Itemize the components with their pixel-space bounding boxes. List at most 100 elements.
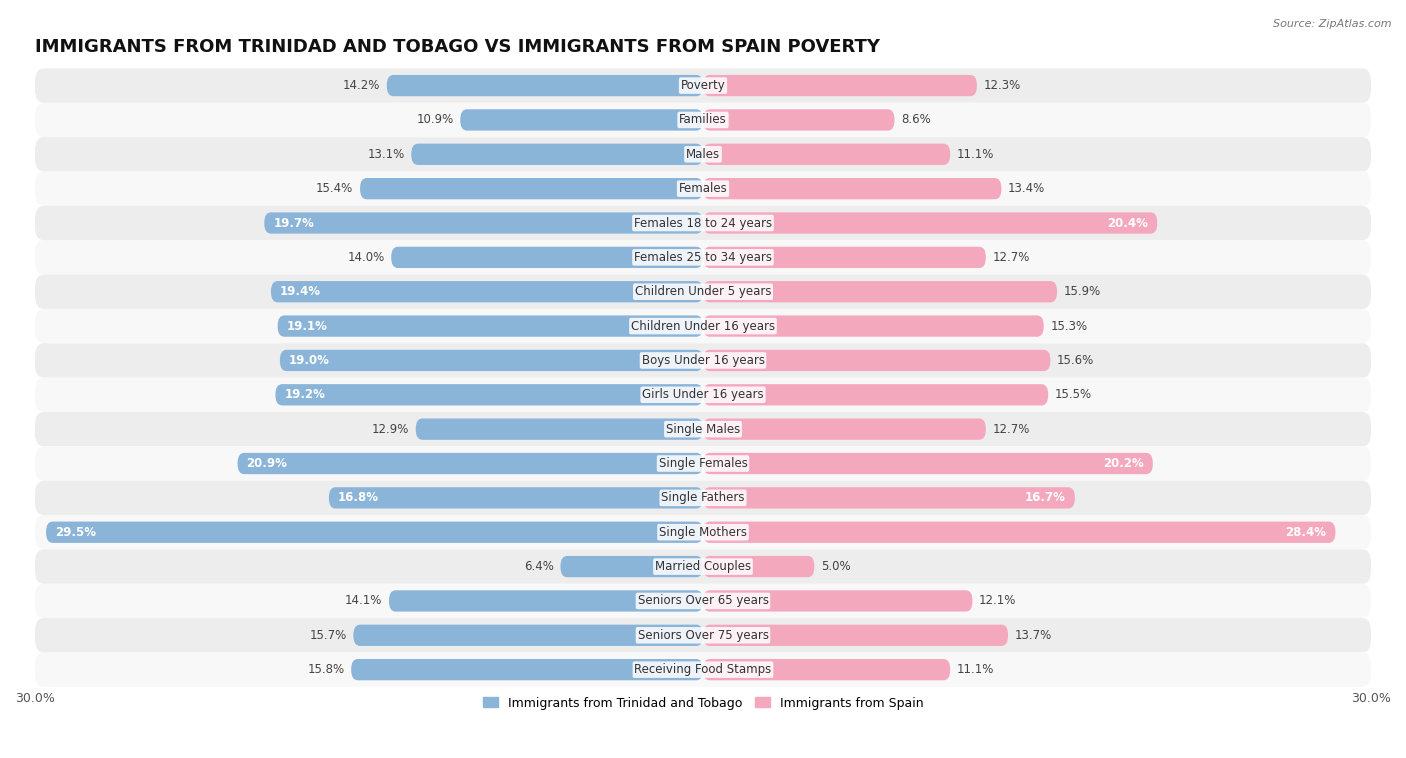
FancyBboxPatch shape <box>238 453 703 475</box>
Text: Girls Under 16 years: Girls Under 16 years <box>643 388 763 401</box>
FancyBboxPatch shape <box>460 109 703 130</box>
FancyBboxPatch shape <box>277 315 703 337</box>
Text: 16.8%: 16.8% <box>337 491 378 504</box>
FancyBboxPatch shape <box>703 178 1001 199</box>
Text: Families: Families <box>679 114 727 127</box>
Text: 13.7%: 13.7% <box>1015 629 1052 642</box>
Text: 15.5%: 15.5% <box>1054 388 1092 401</box>
FancyBboxPatch shape <box>46 522 703 543</box>
Text: Males: Males <box>686 148 720 161</box>
Text: 14.1%: 14.1% <box>344 594 382 607</box>
Text: 10.9%: 10.9% <box>416 114 454 127</box>
FancyBboxPatch shape <box>703 315 1043 337</box>
Text: 15.7%: 15.7% <box>309 629 347 642</box>
Text: Children Under 16 years: Children Under 16 years <box>631 320 775 333</box>
Text: Seniors Over 65 years: Seniors Over 65 years <box>637 594 769 607</box>
Text: Seniors Over 75 years: Seniors Over 75 years <box>637 629 769 642</box>
FancyBboxPatch shape <box>703 144 950 165</box>
FancyBboxPatch shape <box>35 68 1371 103</box>
FancyBboxPatch shape <box>703 109 894 130</box>
FancyBboxPatch shape <box>703 522 1336 543</box>
FancyBboxPatch shape <box>703 349 1050 371</box>
Text: 12.9%: 12.9% <box>371 423 409 436</box>
Text: 19.4%: 19.4% <box>280 285 321 298</box>
Text: Children Under 5 years: Children Under 5 years <box>634 285 772 298</box>
Text: 15.3%: 15.3% <box>1050 320 1087 333</box>
Text: 15.8%: 15.8% <box>308 663 344 676</box>
Text: 28.4%: 28.4% <box>1285 526 1326 539</box>
FancyBboxPatch shape <box>35 103 1371 137</box>
FancyBboxPatch shape <box>703 453 1153 475</box>
FancyBboxPatch shape <box>703 75 977 96</box>
Text: Single Fathers: Single Fathers <box>661 491 745 504</box>
FancyBboxPatch shape <box>703 281 1057 302</box>
FancyBboxPatch shape <box>360 178 703 199</box>
Text: 20.4%: 20.4% <box>1108 217 1149 230</box>
Text: Females 25 to 34 years: Females 25 to 34 years <box>634 251 772 264</box>
Text: 8.6%: 8.6% <box>901 114 931 127</box>
Text: Single Males: Single Males <box>666 423 740 436</box>
FancyBboxPatch shape <box>35 137 1371 171</box>
Text: 15.6%: 15.6% <box>1057 354 1094 367</box>
Text: 12.7%: 12.7% <box>993 251 1029 264</box>
Text: Boys Under 16 years: Boys Under 16 years <box>641 354 765 367</box>
FancyBboxPatch shape <box>35 618 1371 653</box>
FancyBboxPatch shape <box>353 625 703 646</box>
FancyBboxPatch shape <box>416 418 703 440</box>
Text: Females 18 to 24 years: Females 18 to 24 years <box>634 217 772 230</box>
FancyBboxPatch shape <box>35 240 1371 274</box>
Text: Poverty: Poverty <box>681 79 725 92</box>
Text: 6.4%: 6.4% <box>524 560 554 573</box>
FancyBboxPatch shape <box>703 212 1157 233</box>
FancyBboxPatch shape <box>35 309 1371 343</box>
Text: 29.5%: 29.5% <box>55 526 96 539</box>
FancyBboxPatch shape <box>389 590 703 612</box>
FancyBboxPatch shape <box>35 584 1371 618</box>
Text: 12.1%: 12.1% <box>979 594 1017 607</box>
FancyBboxPatch shape <box>329 487 703 509</box>
FancyBboxPatch shape <box>352 659 703 680</box>
Text: Single Mothers: Single Mothers <box>659 526 747 539</box>
Text: 14.2%: 14.2% <box>343 79 380 92</box>
FancyBboxPatch shape <box>35 274 1371 309</box>
Text: Single Females: Single Females <box>658 457 748 470</box>
FancyBboxPatch shape <box>703 590 973 612</box>
Text: 13.4%: 13.4% <box>1008 182 1045 195</box>
FancyBboxPatch shape <box>264 212 703 233</box>
FancyBboxPatch shape <box>561 556 703 578</box>
Text: IMMIGRANTS FROM TRINIDAD AND TOBAGO VS IMMIGRANTS FROM SPAIN POVERTY: IMMIGRANTS FROM TRINIDAD AND TOBAGO VS I… <box>35 38 880 56</box>
FancyBboxPatch shape <box>703 246 986 268</box>
Legend: Immigrants from Trinidad and Tobago, Immigrants from Spain: Immigrants from Trinidad and Tobago, Imm… <box>478 691 928 715</box>
FancyBboxPatch shape <box>276 384 703 406</box>
Text: 15.9%: 15.9% <box>1064 285 1101 298</box>
FancyBboxPatch shape <box>35 446 1371 481</box>
FancyBboxPatch shape <box>35 206 1371 240</box>
Text: 19.0%: 19.0% <box>288 354 329 367</box>
FancyBboxPatch shape <box>391 246 703 268</box>
FancyBboxPatch shape <box>35 515 1371 550</box>
FancyBboxPatch shape <box>271 281 703 302</box>
FancyBboxPatch shape <box>703 384 1047 406</box>
FancyBboxPatch shape <box>35 377 1371 412</box>
Text: Receiving Food Stamps: Receiving Food Stamps <box>634 663 772 676</box>
Text: 11.1%: 11.1% <box>957 663 994 676</box>
FancyBboxPatch shape <box>280 349 703 371</box>
FancyBboxPatch shape <box>703 556 814 578</box>
Text: 14.0%: 14.0% <box>347 251 385 264</box>
FancyBboxPatch shape <box>387 75 703 96</box>
FancyBboxPatch shape <box>35 550 1371 584</box>
FancyBboxPatch shape <box>703 659 950 680</box>
Text: Source: ZipAtlas.com: Source: ZipAtlas.com <box>1274 19 1392 29</box>
Text: 15.4%: 15.4% <box>316 182 353 195</box>
Text: 12.3%: 12.3% <box>984 79 1021 92</box>
Text: 12.7%: 12.7% <box>993 423 1029 436</box>
FancyBboxPatch shape <box>412 144 703 165</box>
Text: 20.9%: 20.9% <box>246 457 287 470</box>
FancyBboxPatch shape <box>703 487 1076 509</box>
Text: 16.7%: 16.7% <box>1025 491 1066 504</box>
Text: 19.1%: 19.1% <box>287 320 328 333</box>
FancyBboxPatch shape <box>35 171 1371 206</box>
FancyBboxPatch shape <box>35 412 1371 446</box>
Text: 13.1%: 13.1% <box>367 148 405 161</box>
FancyBboxPatch shape <box>35 343 1371 377</box>
